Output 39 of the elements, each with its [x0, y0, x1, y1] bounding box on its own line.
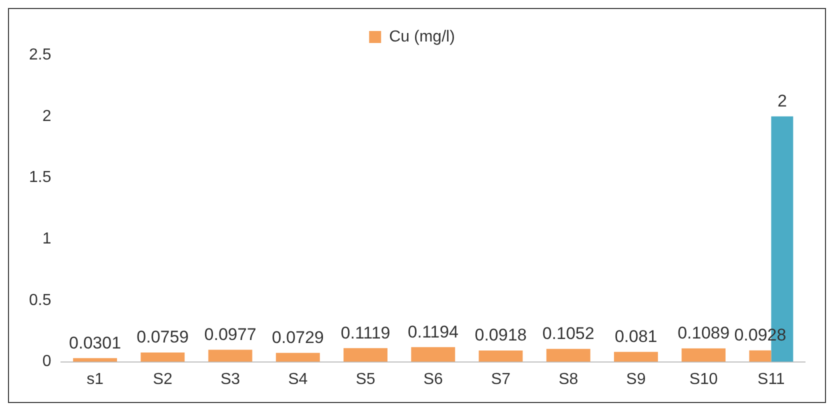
y-tick-label: 2 — [42, 108, 52, 125]
bar — [614, 352, 658, 362]
bar — [208, 350, 252, 362]
x-tick-label: S11 — [758, 370, 785, 388]
x-tick-label: S2 — [152, 370, 173, 388]
y-tick-label: 1.5 — [28, 169, 52, 186]
bar — [546, 348, 590, 362]
data-label: 0.0759 — [136, 328, 189, 347]
data-label: 0.1194 — [408, 322, 458, 342]
bar — [73, 358, 118, 362]
x-tick-label: S6 — [423, 370, 444, 388]
data-label: 0.0977 — [204, 325, 256, 344]
data-label: 0.0301 — [69, 333, 122, 352]
legend-label: Cu (mg/l) — [389, 28, 455, 46]
x-tick-label: S4 — [288, 370, 308, 388]
y-tick-label: 0 — [42, 353, 52, 370]
bar — [276, 352, 320, 362]
bar — [344, 348, 388, 362]
x-tick-label: S10 — [689, 370, 718, 388]
x-tick-label: S3 — [220, 370, 240, 388]
bar — [140, 352, 185, 362]
x-tick-label: S9 — [626, 370, 646, 388]
data-label: 0.1119 — [340, 323, 390, 342]
data-label: 0.1052 — [542, 324, 594, 344]
data-label: 0.0918 — [474, 326, 527, 345]
y-tick-label: 1 — [42, 230, 52, 248]
y-tick-label: 2.5 — [28, 46, 52, 64]
bar — [411, 347, 456, 362]
data-label: 0.0729 — [272, 328, 324, 348]
x-tick-label: S7 — [490, 370, 511, 388]
y-tick-label: 0.5 — [28, 292, 52, 309]
x-tick-label: s1 — [86, 370, 104, 388]
x-tick-label: S8 — [558, 370, 578, 388]
data-label: 0.081 — [614, 327, 658, 346]
bar — [682, 348, 726, 362]
bar — [478, 350, 523, 362]
x-tick-label: S5 — [356, 370, 376, 388]
data-label: 0.1089 — [678, 324, 730, 343]
data-label: 2 — [777, 92, 787, 111]
